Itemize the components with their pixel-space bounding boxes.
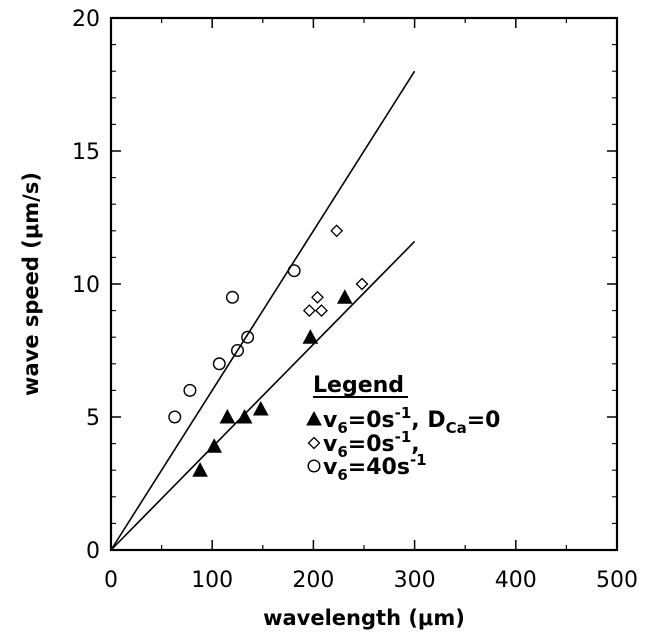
ticks-layer: 0 100 200 300 400 500 0 5 10 15 20 [72,7,638,593]
data-point-open-circle [230,344,244,358]
legend-marker-open-circle [307,459,321,473]
x-tick-label: 400 [495,568,537,593]
data-point-filled-triangle [302,329,319,344]
legend-title: Legend [313,373,404,398]
legend-label: v6=0s-1, DCa=0 [323,404,500,437]
x-tick-label: 0 [104,568,118,593]
data-point-open-circle [212,357,226,371]
data-point-open-diamond [355,277,369,291]
legend-marker-filled-triangle [306,410,322,426]
y-tick-label: 0 [86,539,100,564]
x-tick-label: 100 [191,568,233,593]
data-point-open-diamond [302,304,316,318]
data-point-open-circle [225,290,239,304]
y-tick-label: 15 [72,140,100,165]
data-point-open-circle [168,410,182,424]
data-point-open-circle [241,330,255,344]
fit-line [110,70,416,551]
data-point-filled-triangle [192,462,208,477]
data-point-filled-triangle [206,438,223,453]
data-point-open-diamond [311,290,324,304]
data-point-open-circle [183,383,197,397]
data-points [168,224,369,477]
y-axis-title: wave speed (μm/s) [19,172,43,396]
fit-line [110,240,416,551]
x-tick-label: 200 [292,568,334,593]
data-point-filled-triangle [219,408,236,424]
y-tick-label: 5 [86,406,100,431]
data-point-filled-triangle [236,408,253,424]
data-point-filled-triangle [252,400,269,416]
data-point-open-diamond [315,304,328,318]
data-point-open-circle [287,264,301,278]
legend-label: v6=40s-1 [323,451,427,484]
x-axis-title: wavelength (μm) [263,606,465,630]
legend-entries: v6=0s-1, DCa=0v6=0s-1,v6=40s-1 [306,404,500,484]
y-tick-label: 10 [72,273,100,298]
legend-marker-open-diamond [307,436,321,450]
x-tick-label: 300 [394,568,436,593]
data-point-open-diamond [330,224,344,238]
x-tick-label: 500 [596,568,638,593]
fit-lines [110,70,416,551]
legend-label: v6=0s-1, [323,428,420,461]
data-point-filled-triangle [336,289,353,304]
legend: Legend v6=0s-1, DCa=0v6=0s-1,v6=40s-1 [306,373,500,484]
y-tick-label: 20 [72,7,100,32]
